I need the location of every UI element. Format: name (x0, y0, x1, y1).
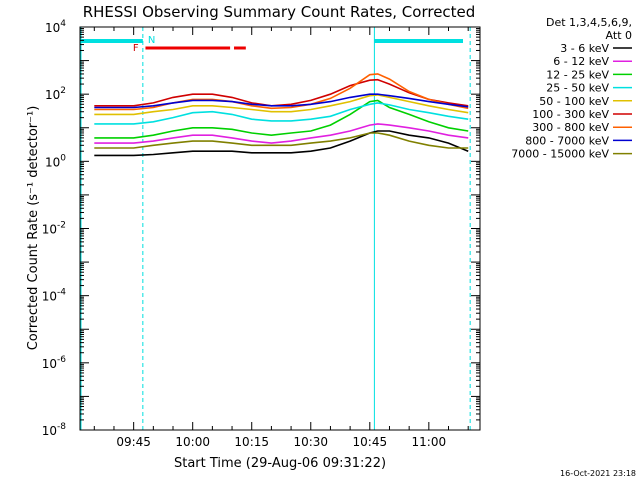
legend-label-3: 12 - 25 keV (546, 68, 609, 81)
legend-label-7: 300 - 800 keV (532, 121, 609, 134)
legend-header-2: Att 0 (606, 29, 632, 42)
series-line-5 (94, 94, 469, 116)
chart-title: RHESSI Observing Summary Count Rates, Co… (83, 3, 476, 21)
series-line-8 (94, 93, 469, 109)
legend-label-8: 800 - 7000 keV (525, 134, 609, 147)
y-tick-label: 104 (45, 19, 66, 35)
series-line-4 (94, 102, 469, 125)
y-tick-label: 102 (45, 86, 66, 102)
footer-timestamp: 16-Oct-2021 23:18 (560, 469, 636, 478)
x-tick-label: 10:45 (353, 435, 388, 449)
series-line-3 (94, 99, 469, 139)
x-tick-label: 10:00 (175, 435, 210, 449)
series-line-2 (94, 123, 469, 144)
x-tick-label: 11:00 (412, 435, 447, 449)
x-axis: 09:45 10:00 10:15 10:30 10:45 11:00 (93, 27, 469, 449)
plot-frame (79, 26, 481, 431)
x-tick-label: 10:15 (234, 435, 269, 449)
plot-area: N F 10-8 10-6 10-4 10-2 100 102 104 09:45 10:00… (42, 19, 481, 449)
series-line-9 (94, 132, 469, 149)
legend-label-9: 7000 - 15000 keV (511, 148, 609, 161)
night-label: N (148, 35, 155, 46)
legend-label-1: 3 - 6 keV (560, 42, 609, 55)
flare-label: F (133, 43, 139, 54)
legend-label-5: 50 - 100 keV (539, 95, 609, 108)
x-tick-label: 10:30 (293, 435, 328, 449)
flare-markers: F (133, 43, 246, 54)
x-tick-label: 09:45 (116, 435, 151, 449)
y-axis: 10-8 10-6 10-4 10-2 100 102 104 (42, 19, 480, 438)
legend-label-2: 6 - 12 keV (553, 55, 609, 68)
legend-label-4: 25 - 50 keV (546, 82, 609, 95)
y-tick-label: 100 (45, 153, 66, 169)
y-tick-label: 10-8 (42, 422, 67, 438)
y-tick-label: 10-2 (42, 221, 66, 237)
y-tick-label: 10-6 (42, 355, 67, 371)
x-axis-label: Start Time (29-Aug-06 09:31:22) (174, 456, 386, 471)
legend-label-6: 100 - 300 keV (532, 108, 609, 121)
legend-header-1: Det 1,3,4,5,6,9, (546, 16, 632, 29)
series-line-6 (94, 78, 469, 107)
y-tick-label: 10-4 (42, 288, 67, 304)
series-line-7 (94, 73, 469, 111)
y-axis-label: Corrected Count Rate (s⁻¹ detector⁻¹) (26, 106, 41, 351)
series-layer (94, 73, 469, 157)
night-overlay: N (80, 27, 471, 430)
series-line-1 (94, 130, 469, 157)
